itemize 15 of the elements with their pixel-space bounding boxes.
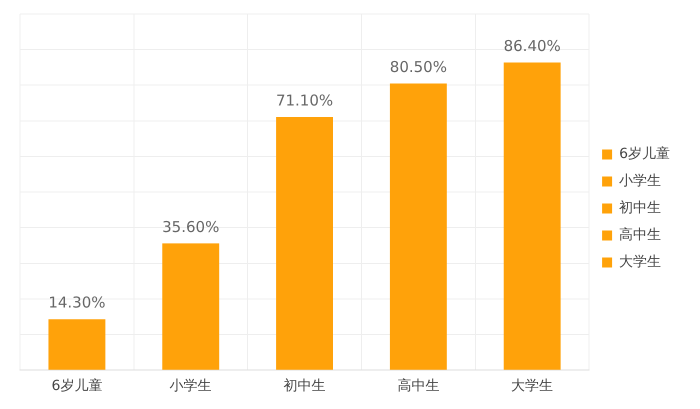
legend-label: 大学生: [619, 254, 662, 270]
data-label: 71.10%: [276, 91, 334, 110]
legend-label: 初中生: [619, 200, 662, 216]
data-label: 86.40%: [504, 36, 561, 55]
x-tick-label: 6岁儿童: [51, 378, 102, 394]
x-tick-label: 高中生: [397, 378, 440, 394]
data-label: 14.30%: [48, 294, 106, 312]
x-tick-label: 小学生: [170, 378, 212, 394]
legend-label: 6岁儿童: [619, 146, 670, 162]
data-label: 80.50%: [390, 58, 447, 76]
x-tick-label: 初中生: [284, 378, 326, 394]
legend-label: 高中生: [619, 227, 662, 244]
legend-label: 小学生: [619, 173, 662, 190]
x-tick-label: 大学生: [511, 378, 554, 394]
data-label: 35.60%: [162, 218, 220, 236]
